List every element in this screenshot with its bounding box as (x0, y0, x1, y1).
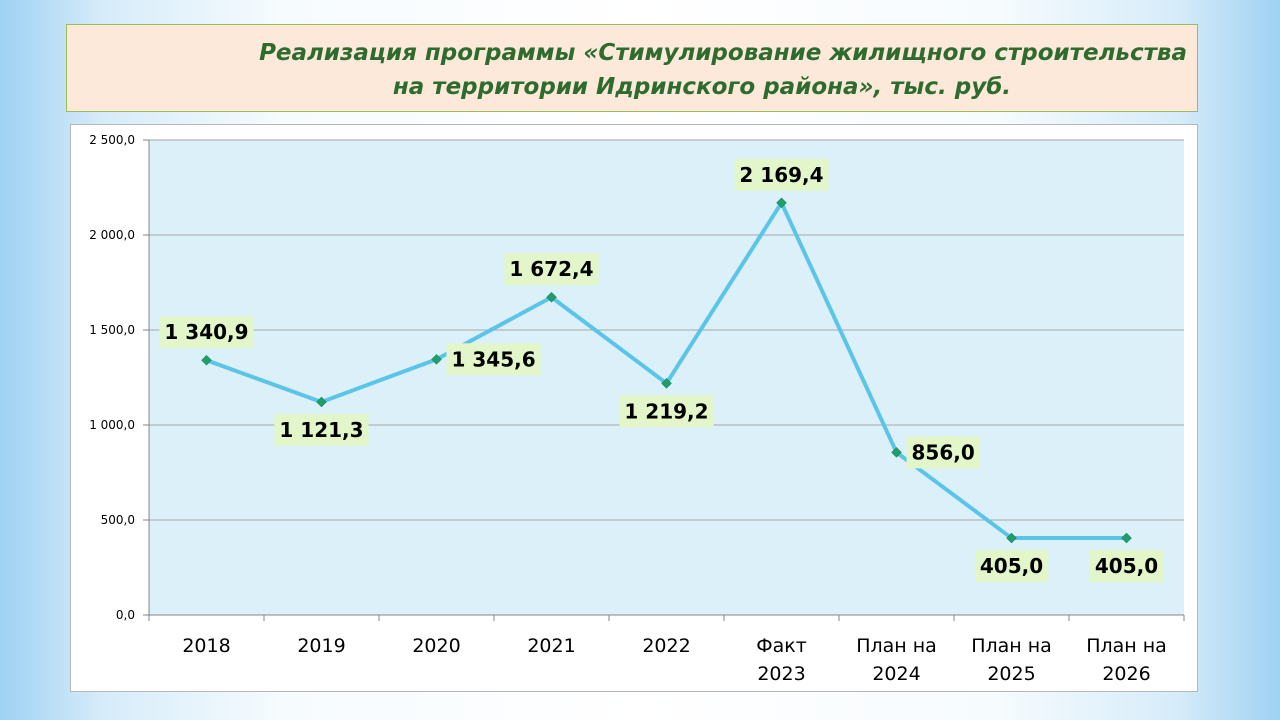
y-tick-label: 500,0 (101, 513, 135, 527)
x-tick-label: 2020 (412, 635, 460, 657)
x-tick-label-line: 2023 (757, 663, 805, 685)
data-label: 1 121,3 (274, 413, 369, 446)
data-label: 2 169,4 (734, 158, 829, 191)
x-tick-label: 2021 (527, 635, 575, 657)
data-point-marker (661, 377, 672, 389)
data-label-text: 1 219,2 (624, 399, 708, 423)
data-label-background (446, 343, 541, 376)
y-tick-label: 2 000,0 (89, 228, 135, 242)
data-label-background (734, 158, 829, 191)
x-tick-label: 2022 (642, 635, 690, 657)
x-tick-label: План на 2025 (971, 635, 1052, 685)
x-tick-label-line: План на (1086, 635, 1167, 657)
data-point-marker (776, 197, 787, 209)
data-label-text: 856,0 (912, 440, 975, 464)
data-point-marker (1121, 532, 1132, 544)
x-tick-label-line: 2018 (182, 635, 230, 657)
data-label: 405,0 (974, 550, 1049, 583)
x-tick-label: План на 2026 (1086, 635, 1167, 685)
line-chart: 0,0 500,0 1 000,0 1 500,0 2 000,0 2 500,0 2018… (89, 133, 1185, 685)
data-label-background (274, 413, 369, 446)
data-point-marker (316, 396, 327, 408)
x-tick-label: Факт 2023 (756, 635, 807, 685)
y-tick-label: 0,0 (116, 608, 135, 622)
x-tick-label-line: 2025 (987, 663, 1035, 685)
slide-title-box: Реализация программы «Стимулирование жил… (66, 24, 1198, 112)
data-label-background (159, 316, 254, 349)
x-tick-label-line: 2020 (412, 635, 460, 657)
data-point-marker (431, 353, 442, 365)
chart-frame: 0,0 500,0 1 000,0 1 500,0 2 000,0 2 500,0 2018… (70, 124, 1198, 692)
data-label: 1 219,2 (619, 395, 714, 428)
data-label-background (504, 253, 599, 286)
data-label-text: 2 169,4 (739, 163, 823, 187)
x-tick-label-line: 2019 (297, 635, 345, 657)
data-label-background (974, 550, 1049, 583)
x-tick-label-line: 2024 (872, 663, 920, 685)
data-label-text: 1 672,4 (509, 257, 593, 281)
data-label: 1 340,9 (159, 316, 254, 349)
x-tick-label-line: Факт (756, 635, 807, 657)
data-label-background (1089, 550, 1164, 583)
data-label: 856,0 (906, 436, 980, 469)
x-tick-label: План на 2024 (856, 635, 937, 685)
data-point-marker (201, 354, 212, 366)
x-tick-label-line: 2021 (527, 635, 575, 657)
data-point-marker (546, 291, 557, 303)
y-tick-label: 1 500,0 (89, 323, 135, 337)
y-tick-label: 2 500,0 (89, 133, 135, 147)
data-label-text: 1 121,3 (279, 418, 363, 442)
slide-title-line-1: Реализация программы «Стимулирование жил… (259, 40, 1187, 66)
data-label-text: 1 340,9 (164, 320, 248, 344)
data-label: 1 345,6 (446, 343, 541, 376)
data-label-text: 1 345,6 (452, 347, 536, 371)
data-label-text: 405,0 (1095, 554, 1158, 578)
slide-title-line-2: на территории Идринского района», тыс. р… (392, 74, 1011, 100)
data-label-background (906, 436, 980, 469)
plot-area (149, 140, 1184, 615)
data-point-marker (891, 447, 902, 458)
data-point-marker (1006, 532, 1017, 544)
x-tick-label-line: План на (971, 635, 1052, 657)
data-label-background (619, 395, 714, 428)
x-tick-label-line: 2022 (642, 635, 690, 657)
x-tick-label: 2019 (297, 635, 345, 657)
data-label: 1 672,4 (504, 253, 599, 286)
y-tick-label: 1 000,0 (89, 418, 135, 432)
data-label: 405,0 (1089, 550, 1164, 583)
data-label-text: 405,0 (980, 554, 1043, 578)
x-tick-label: 2018 (182, 635, 230, 657)
x-tick-label-line: План на (856, 635, 937, 657)
x-tick-label-line: 2026 (1102, 663, 1150, 685)
